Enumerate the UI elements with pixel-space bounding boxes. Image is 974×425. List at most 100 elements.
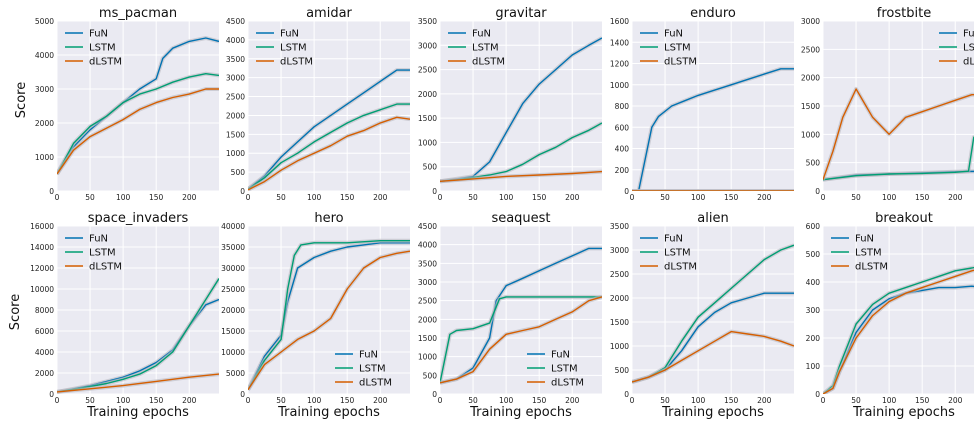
x-tick-label: 0 [55,193,60,202]
y-tick-label: 35000 [221,243,245,252]
y-tick-label: 500 [615,366,630,375]
y-tick-label: 0 [240,390,245,399]
y-tick-label: 0 [432,187,437,196]
y-tick-label: 2000 [35,119,54,128]
y-tick-label: 1200 [610,60,629,69]
y-tick-label: 300 [806,306,821,315]
legend-label-lstm: LSTM [551,364,578,375]
y-tick-label: 6000 [35,327,54,336]
y-axis-label-top: Score [14,82,29,118]
panel-seaquest: 0 500 1000 1500 2000 2500 3000 3500 4000 4500 0 50 1… [418,211,602,420]
y-tick-label: 15000 [221,327,245,336]
legend: FuN LSTM dLSTM [65,29,122,68]
legend-label-lstm: LSTM [664,248,691,259]
legend: FuN LSTM dLSTM [65,234,122,273]
y-tick-label: 2500 [801,45,820,54]
panel-hero: 0 5000 10000 15000 20000 25000 30000 35000 40000… [221,211,410,420]
x-axis-label: Training epochs [86,405,189,420]
y-tick-label: 1500 [801,102,820,111]
y-tick-label: 1500 [418,114,437,123]
series-lines [248,238,410,391]
series-line-dlstm [57,88,219,175]
y-tick-label: 1000 [226,149,245,158]
x-axis-label: Training epochs [277,405,380,420]
x-tick-label: 0 [55,396,60,405]
legend-label-dlstm: dLSTM [664,57,697,68]
x-tick-label: 100 [499,193,514,202]
legend-label-dlstm: dLSTM [963,57,974,68]
x-tick-label: 150 [149,193,164,202]
y-tick-label: 3000 [226,74,245,83]
x-tick-label: 100 [116,193,131,202]
series-lines [632,66,794,191]
y-tick-label: 16000 [30,222,54,231]
panel-enduro: 0 200 400 600 800 1000 1200 1400 1600 0 50 100 150 20… [610,6,794,202]
x-tick-label: 50 [468,193,478,202]
x-tick-label: 50 [85,193,95,202]
y-tick-label: 0 [240,187,245,196]
panel-title: alien [697,211,728,226]
panel-title: breakout [875,211,933,226]
y-tick-label: 3500 [226,55,245,64]
series-line-fun [248,242,410,391]
x-axis-label: Training epochs [661,405,764,420]
legend-label-dlstm: dLSTM [551,378,584,389]
y-tick-label: 1000 [418,353,437,362]
grid [631,225,794,395]
x-tick-label: 0 [438,193,443,202]
legend-label-lstm: LSTM [664,43,691,54]
series-lines [823,265,974,394]
y-tick-label: 1000 [35,153,54,162]
x-tick-label: 200 [757,193,772,202]
series-line-dlstm [440,296,602,384]
series-line-lstm [823,136,974,181]
y-tick-label: 10000 [221,348,245,357]
x-tick-label: 150 [340,396,355,405]
x-tick-label: 100 [691,193,706,202]
panel-title: gravitar [495,6,547,21]
y-tick-label: 4000 [35,51,54,60]
y-tick-label: 4000 [35,348,54,357]
legend-label-dlstm: dLSTM [664,262,697,273]
x-tick-label: 200 [757,396,772,405]
y-tick-label: 1000 [610,342,629,351]
y-tick-label: 3000 [610,246,629,255]
panel-breakout: 0 100 200 300 400 500 600 0 50 100 150 200 breakout T… [806,211,974,420]
series-line-dlstm [823,88,974,180]
series-lines [57,277,219,394]
panel-space-invaders: 0 2000 4000 6000 8000 10000 12000 14000 16000 0 50… [30,211,219,420]
y-tick-label: 4000 [418,241,437,250]
x-tick-label: 0 [246,396,251,405]
legend-label-fun: FuN [664,234,683,245]
legend-label-dlstm: dLSTM [472,57,505,68]
grid [631,20,794,192]
legend-label-dlstm: dLSTM [855,262,888,273]
x-tick-label: 100 [691,396,706,405]
legend-label-lstm: LSTM [963,43,974,54]
grid [56,225,219,395]
x-tick-label: 150 [915,193,930,202]
series-line-fun [632,68,794,191]
y-tick-label: 3000 [35,85,54,94]
panel-title: amidar [306,6,352,21]
x-tick-label: 50 [660,193,670,202]
series-lines [823,87,974,182]
y-tick-label: 200 [806,334,821,343]
y-tick-label: 2000 [418,90,437,99]
y-tick-label: 0 [815,390,820,399]
x-tick-label: 200 [373,193,388,202]
y-tick-label: 600 [806,222,821,231]
x-tick-label: 50 [85,396,95,405]
panel-title: enduro [690,6,736,21]
y-tick-label: 500 [806,250,821,259]
series-lines [632,243,794,384]
legend: FuN LSTM dLSTM [335,350,392,389]
x-tick-label: 50 [276,396,286,405]
legend: FuN LSTM dLSTM [640,234,697,273]
y-tick-label: 2500 [226,93,245,102]
y-tick-label: 2000 [35,369,54,378]
y-tick-label: 200 [615,166,630,175]
x-tick-label: 50 [851,193,861,202]
y-tick-label: 3000 [801,17,820,26]
x-tick-label: 150 [532,396,547,405]
